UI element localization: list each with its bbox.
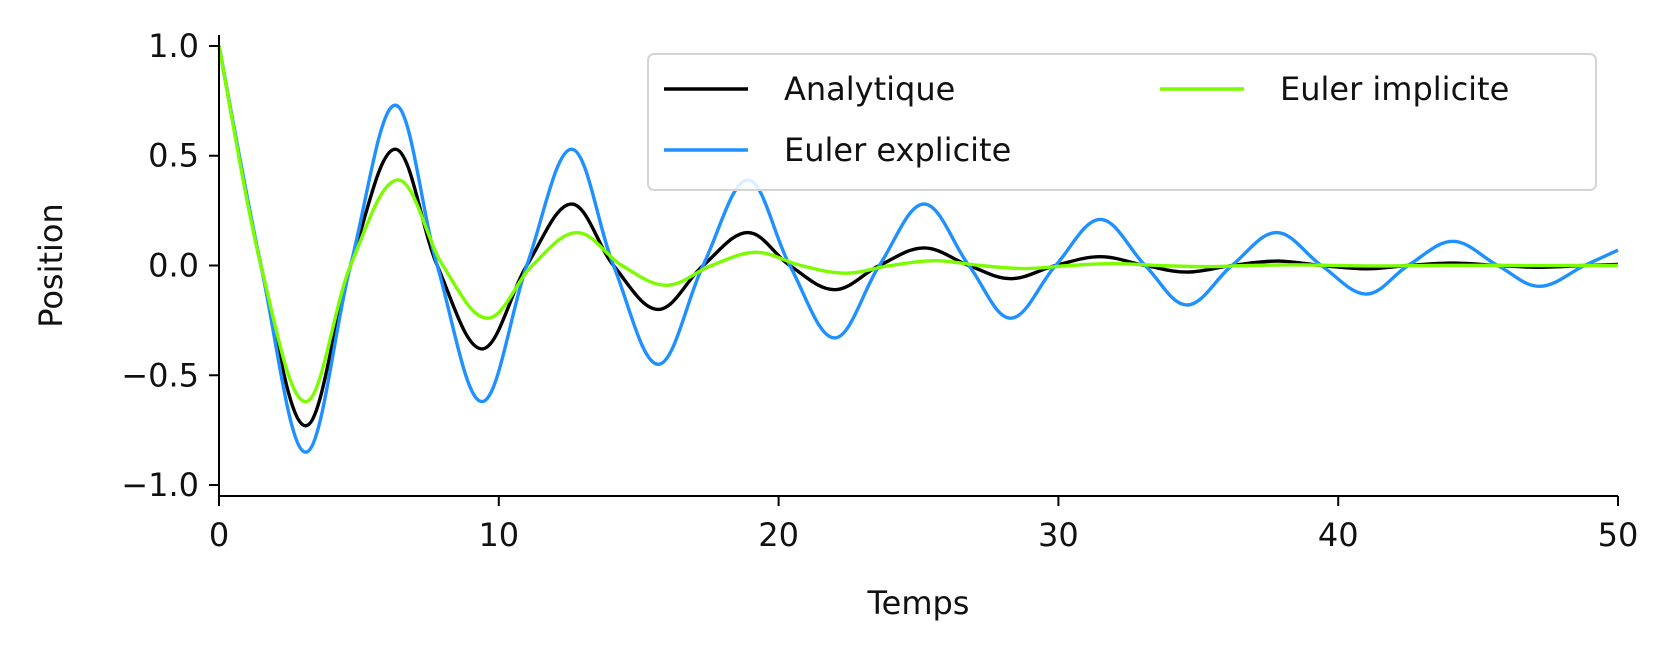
axes: 0 10 20 30 40 50 1.0 0.5 0.0 −0.5 −1.0 Temps Positio…	[32, 27, 1638, 622]
x-axis-title: Temps	[867, 584, 970, 622]
legend-label-3: Euler implicite	[1280, 70, 1509, 108]
series-line-2	[217, 45, 1619, 454]
y-axis-title: Position	[32, 203, 70, 328]
series-line-3	[217, 45, 1618, 404]
legend-label-1: Analytique	[784, 70, 955, 108]
x-tick-label: 40	[1318, 516, 1359, 554]
legend-label-2: Euler explicite	[784, 131, 1011, 169]
y-tick-label: −0.5	[121, 356, 199, 394]
legend: Analytique Euler explicite Euler implicite	[647, 53, 1597, 191]
y-tick-label: 0.5	[148, 137, 199, 175]
y-tick-label: 1.0	[148, 27, 199, 65]
x-tick-label: 0	[209, 516, 229, 554]
x-tick-label: 20	[758, 516, 799, 554]
legend-box	[647, 53, 1597, 191]
plot-area	[217, 45, 1619, 454]
y-tick-label: 0.0	[148, 247, 199, 285]
x-tick-label: 50	[1598, 516, 1639, 554]
y-tick-label: −1.0	[121, 466, 199, 504]
series-line-1	[217, 45, 1619, 428]
x-tick-label: 30	[1038, 516, 1079, 554]
x-tick-label: 10	[478, 516, 519, 554]
